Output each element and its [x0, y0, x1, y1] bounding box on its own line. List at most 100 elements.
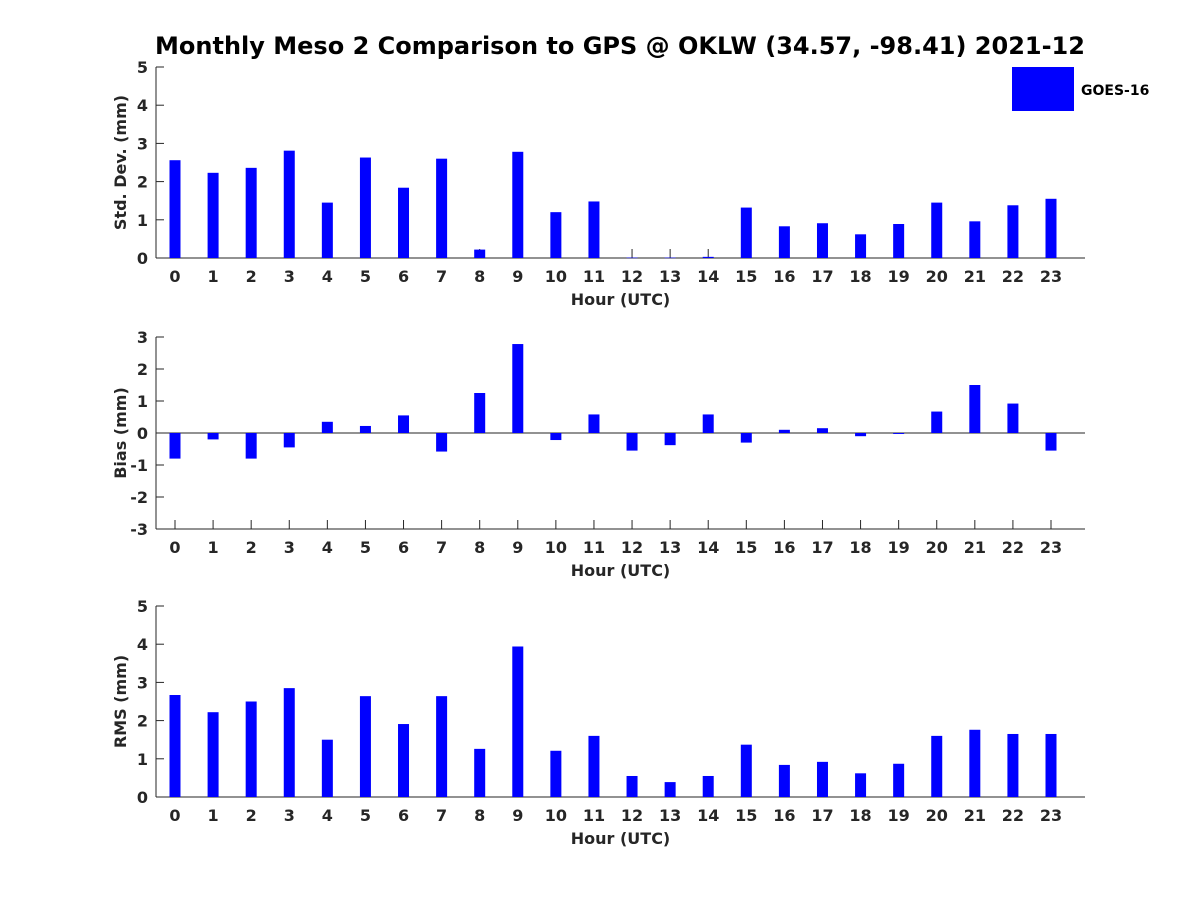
bias-xtick-label: 2 — [246, 538, 257, 557]
std-xtick-label: 19 — [888, 267, 910, 286]
rms-xtick-label: 0 — [169, 806, 180, 825]
bias-ytick-label: 2 — [137, 360, 148, 379]
std-bar-hour-17 — [816, 223, 828, 258]
rms-bar-hour-15 — [740, 744, 752, 797]
bias-bar-hour-13 — [664, 433, 676, 446]
rms-ytick-label: 0 — [137, 788, 148, 807]
bias-bar-hour-9 — [512, 344, 524, 433]
std-xtick-label: 13 — [659, 267, 681, 286]
bias-bar-hour-23 — [1045, 433, 1057, 451]
std-bar-hour-20 — [931, 202, 943, 258]
bias-xtick-label: 4 — [322, 538, 333, 557]
bias-ytick-label: 1 — [137, 392, 148, 411]
bias-bar-hour-7 — [436, 433, 448, 452]
bias-xtick-label: 19 — [888, 538, 910, 557]
rms-bar-hour-2 — [245, 701, 257, 797]
std-bar-hour-6 — [398, 187, 410, 258]
rms-xtick-label: 17 — [811, 806, 833, 825]
rms-xtick-label: 9 — [512, 806, 523, 825]
bias-bar-hour-4 — [321, 421, 333, 433]
std-ytick-label: 5 — [137, 58, 148, 77]
rms-xtick-label: 8 — [474, 806, 485, 825]
bias-xtick-label: 20 — [926, 538, 948, 557]
std-bar-hour-18 — [855, 234, 867, 258]
bias-xtick-label: 12 — [621, 538, 643, 557]
std-xtick-label: 0 — [169, 267, 180, 286]
bias-bar-hour-14 — [702, 414, 714, 433]
rms-bar-hour-9 — [512, 646, 524, 797]
std-bar-hour-19 — [893, 224, 905, 258]
std-xtick-label: 9 — [512, 267, 523, 286]
bias-bar-hour-8 — [474, 393, 486, 433]
std-bar-hour-4 — [321, 202, 333, 258]
std-xtick-label: 21 — [964, 267, 986, 286]
bias-bar-hour-15 — [740, 433, 752, 443]
bias-xtick-label: 23 — [1040, 538, 1062, 557]
std-xtick-label: 3 — [284, 267, 295, 286]
rms-xtick-label: 6 — [398, 806, 409, 825]
std-xtick-label: 2 — [246, 267, 257, 286]
rms-xtick-label: 16 — [773, 806, 795, 825]
std-bar-hour-21 — [969, 221, 981, 258]
std-bar-hour-2 — [245, 167, 257, 258]
rms-xtick-label: 3 — [284, 806, 295, 825]
bias-ytick-label: -1 — [130, 456, 148, 475]
bias-ytick-label: -3 — [130, 520, 148, 539]
rms-bar-hour-6 — [398, 724, 410, 797]
rms-xtick-label: 15 — [735, 806, 757, 825]
std-bar-hour-7 — [436, 158, 448, 258]
rms-xtick-label: 1 — [208, 806, 219, 825]
std-xtick-label: 11 — [583, 267, 605, 286]
std-xtick-label: 14 — [697, 267, 719, 286]
bias-xtick-label: 5 — [360, 538, 371, 557]
rms-bar-hour-14 — [702, 775, 714, 797]
std-xtick-label: 22 — [1002, 267, 1024, 286]
bias-xtick-label: 22 — [1002, 538, 1024, 557]
std-ytick-label: 4 — [137, 96, 148, 115]
std-bar-hour-8 — [474, 249, 486, 258]
std-xtick-label: 23 — [1040, 267, 1062, 286]
bias-xtick-label: 9 — [512, 538, 523, 557]
std-bar-hour-16 — [778, 226, 790, 258]
bias-bar-hour-11 — [588, 414, 600, 433]
std-xtick-label: 1 — [208, 267, 219, 286]
bias-xtick-label: 16 — [773, 538, 795, 557]
bias-bar-hour-19 — [893, 433, 905, 434]
bias-y-axis-label: Bias (mm) — [111, 387, 130, 479]
bias-bar-hour-0 — [169, 433, 181, 459]
bias-xtick-label: 11 — [583, 538, 605, 557]
std-bar-hour-14 — [702, 256, 714, 258]
rms-xtick-label: 21 — [964, 806, 986, 825]
std-bar-hour-10 — [550, 212, 562, 258]
rms-xtick-label: 18 — [849, 806, 871, 825]
rms-xtick-label: 10 — [545, 806, 567, 825]
std-xtick-label: 5 — [360, 267, 371, 286]
std-bar-hour-1 — [207, 172, 219, 258]
std-xtick-label: 16 — [773, 267, 795, 286]
std-bar-hour-3 — [283, 150, 295, 258]
rms-x-axis-label: Hour (UTC) — [571, 829, 671, 848]
bias-bar-hour-3 — [283, 433, 295, 448]
rms-bar-hour-16 — [778, 764, 790, 797]
bias-xtick-label: 13 — [659, 538, 681, 557]
rms-xtick-label: 5 — [360, 806, 371, 825]
bias-bar-hour-12 — [626, 433, 638, 451]
std-xtick-label: 10 — [545, 267, 567, 286]
std-bar-hour-11 — [588, 201, 600, 258]
rms-ytick-label: 4 — [137, 635, 148, 654]
bias-bar-hour-21 — [969, 385, 981, 433]
rms-ytick-label: 3 — [137, 673, 148, 692]
bias-xtick-label: 15 — [735, 538, 757, 557]
bias-x-axis-label: Hour (UTC) — [571, 561, 671, 580]
rms-bar-hour-7 — [436, 696, 448, 797]
rms-xtick-label: 20 — [926, 806, 948, 825]
bias-bar-hour-2 — [245, 433, 257, 459]
std-y-axis-label: Std. Dev. (mm) — [111, 95, 130, 230]
rms-bar-hour-21 — [969, 729, 981, 797]
std-xtick-label: 18 — [849, 267, 871, 286]
std-xtick-label: 6 — [398, 267, 409, 286]
std-bar-hour-15 — [740, 207, 752, 258]
